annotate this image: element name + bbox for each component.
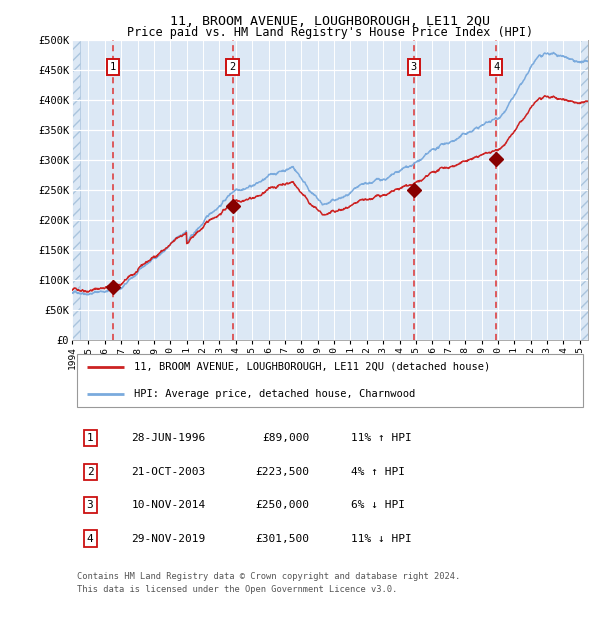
Text: Price paid vs. HM Land Registry's House Price Index (HPI): Price paid vs. HM Land Registry's House …: [127, 26, 533, 39]
Text: 29-NOV-2019: 29-NOV-2019: [131, 534, 206, 544]
Bar: [580, 40, 588, 340]
Bar: [72, 40, 80, 340]
FancyBboxPatch shape: [77, 353, 583, 407]
Text: 11% ↑ HPI: 11% ↑ HPI: [350, 433, 412, 443]
Text: 4: 4: [493, 62, 500, 73]
Text: 10-NOV-2014: 10-NOV-2014: [131, 500, 206, 510]
Text: 11, BROOM AVENUE, LOUGHBOROUGH, LE11 2QU: 11, BROOM AVENUE, LOUGHBOROUGH, LE11 2QU: [170, 15, 490, 28]
Text: Contains HM Land Registry data © Crown copyright and database right 2024.
This d: Contains HM Land Registry data © Crown c…: [77, 572, 460, 593]
Text: 3: 3: [86, 500, 94, 510]
Text: £89,000: £89,000: [262, 433, 310, 443]
Text: 3: 3: [410, 62, 417, 73]
Text: 4% ↑ HPI: 4% ↑ HPI: [350, 467, 404, 477]
Text: 1: 1: [110, 62, 116, 73]
Text: £223,500: £223,500: [256, 467, 310, 477]
Text: 2: 2: [229, 62, 236, 73]
Text: £301,500: £301,500: [256, 534, 310, 544]
Text: £250,000: £250,000: [256, 500, 310, 510]
Text: 21-OCT-2003: 21-OCT-2003: [131, 467, 206, 477]
Text: 11, BROOM AVENUE, LOUGHBOROUGH, LE11 2QU (detached house): 11, BROOM AVENUE, LOUGHBOROUGH, LE11 2QU…: [134, 361, 490, 371]
Text: HPI: Average price, detached house, Charnwood: HPI: Average price, detached house, Char…: [134, 389, 415, 399]
Text: 28-JUN-1996: 28-JUN-1996: [131, 433, 206, 443]
Text: 4: 4: [86, 534, 94, 544]
Text: 1: 1: [86, 433, 94, 443]
Text: 11% ↓ HPI: 11% ↓ HPI: [350, 534, 412, 544]
Text: 6% ↓ HPI: 6% ↓ HPI: [350, 500, 404, 510]
Text: 2: 2: [86, 467, 94, 477]
